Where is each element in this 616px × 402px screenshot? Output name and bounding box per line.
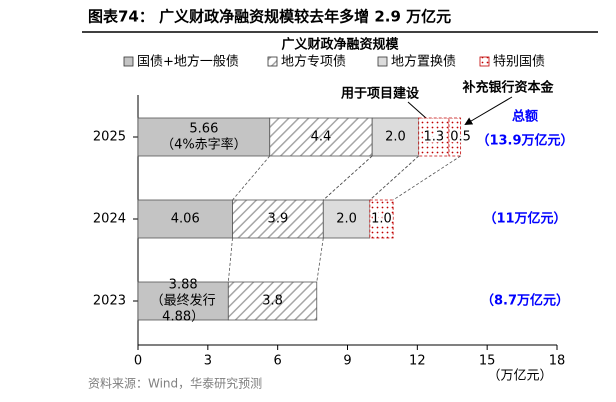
bar-segment [371, 117, 420, 157]
x-tick-label: 0 [134, 354, 142, 369]
connector [392, 155, 461, 201]
connector [323, 155, 373, 201]
bar-segment [418, 117, 450, 157]
legend-label: 地方专项债 [281, 54, 346, 70]
connector [369, 155, 419, 201]
value-label: （最终发行 [151, 293, 216, 309]
legend-label: 特别国债 [493, 55, 545, 70]
x-tick-label: 15 [479, 354, 496, 369]
bar-segment [232, 199, 324, 239]
value-label: 2.0 [336, 212, 357, 227]
value-label: 3.88 [169, 278, 198, 293]
legend-swatch [479, 56, 490, 67]
value-label: 1.3 [424, 130, 445, 145]
x-tick-label: 12 [409, 354, 426, 369]
legend-swatch [377, 56, 388, 67]
chart-title: 广义财政净融资规模 [281, 37, 399, 53]
annotation: 用于项目建设 [340, 86, 420, 102]
x-tick-label: 6 [274, 354, 282, 369]
value-label: 1.0 [371, 212, 392, 227]
value-label: （4%赤字率） [161, 137, 247, 153]
legend-swatch [123, 56, 134, 67]
total-label: （11万亿元） [483, 211, 566, 227]
x-tick-label: 18 [549, 354, 566, 369]
legend-label: 国债+地方一般债 [137, 54, 239, 70]
y-tick-label: 2024 [93, 212, 126, 227]
source: 资料来源：Wind，华泰研究预测 [88, 376, 262, 391]
x-tick-label: 3 [204, 354, 212, 369]
legend-label: 地方置换债 [391, 54, 456, 70]
value-label: 4.4 [311, 130, 332, 145]
figure-title: 图表74： 广义财政净融资规模较去年多增 2.9 万亿元 [88, 8, 451, 26]
annotation-arrow [464, 96, 513, 126]
x-tick-label: 9 [343, 354, 351, 369]
bar-segment [137, 117, 271, 157]
total-label: （8.7万亿元） [481, 293, 569, 309]
value-label: 0.5 [450, 130, 471, 145]
bar-segment [137, 281, 229, 321]
legend-swatch [267, 56, 278, 67]
y-tick-label: 2023 [93, 294, 126, 309]
bar-segment [448, 117, 462, 157]
bar-segment [269, 117, 373, 157]
unit-label: （万亿元） [487, 369, 552, 384]
value-label: 5.66 [189, 122, 218, 137]
annotation: 补充银行资本金 [461, 80, 554, 96]
bar-segment [322, 199, 371, 239]
value-label: 4.88） [162, 310, 204, 325]
y-tick-label: 2025 [93, 130, 126, 145]
total-header: 总额 [512, 109, 538, 125]
bar-segment [227, 281, 318, 321]
connector [232, 155, 271, 201]
connector [227, 237, 233, 283]
value-label: 2.0 [385, 130, 406, 145]
total-label: （13.9万亿元） [476, 133, 573, 149]
value-label: 4.06 [171, 212, 200, 227]
value-label: 3.8 [262, 294, 283, 309]
value-label: 3.9 [268, 212, 289, 227]
connector [316, 237, 324, 283]
bar-segment [369, 199, 394, 239]
